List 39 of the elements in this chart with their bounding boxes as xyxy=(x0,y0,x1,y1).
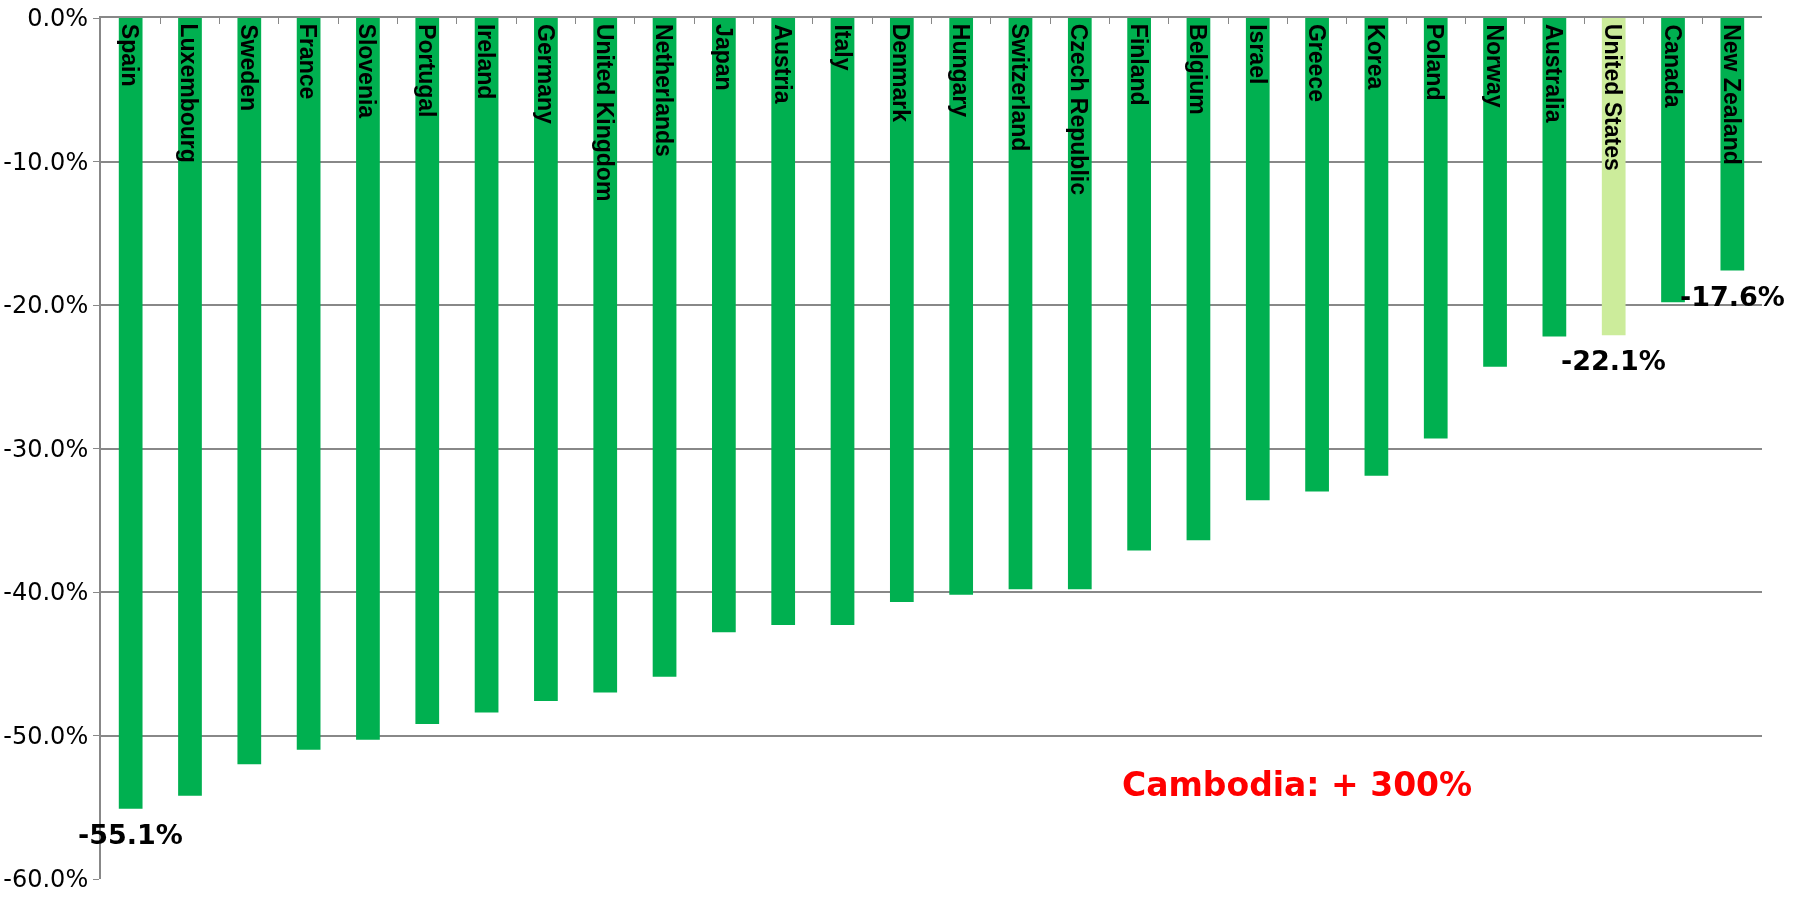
x-tick-label: New Zealand xyxy=(1718,24,1745,165)
x-tick-label: Switzerland xyxy=(1007,23,1034,152)
y-tick-label: 0.0% xyxy=(27,4,89,33)
x-tick-label: Greece xyxy=(1304,23,1331,102)
x-tick-label: Finland xyxy=(1126,23,1153,106)
data-label: -17.6% xyxy=(1680,281,1785,312)
x-tick-label: Ireland xyxy=(473,23,500,100)
x-tick-label: Norway xyxy=(1481,24,1508,108)
x-tick-label: Slovenia xyxy=(354,23,381,119)
x-tick-label: Spain xyxy=(117,23,144,87)
y-tick-label: -30.0% xyxy=(3,434,89,463)
y-tick-label: -50.0% xyxy=(3,721,89,750)
x-tick-label: Germany xyxy=(532,24,559,125)
x-tick-label: Australia xyxy=(1540,24,1567,123)
x-tick-label: Japan xyxy=(710,24,737,91)
y-tick-label: -20.0% xyxy=(3,291,89,320)
data-label: -55.1% xyxy=(78,819,183,850)
x-tick-label: Austria xyxy=(769,24,796,104)
x-tick-label: Italy xyxy=(829,24,856,71)
x-tick-label: Belgium xyxy=(1184,24,1211,115)
x-tick-label: Israel xyxy=(1244,24,1271,85)
x-tick-label: Luxembourg xyxy=(176,23,203,163)
x-tick-label: Denmark xyxy=(888,23,915,123)
x-tick-label: Sweden xyxy=(235,24,262,112)
x-tick-label: Korea xyxy=(1362,24,1389,90)
y-tick-label: -10.0% xyxy=(3,147,89,176)
x-tick-label: Poland xyxy=(1422,23,1449,101)
x-tick-label: France xyxy=(295,23,322,100)
annotation: Cambodia: + 300% xyxy=(1122,765,1473,804)
y-tick-label: -40.0% xyxy=(3,578,89,607)
y-tick-label: -60.0% xyxy=(3,865,89,894)
x-tick-label: Canada xyxy=(1659,24,1686,108)
x-tick-label: United Kingdom xyxy=(592,23,619,202)
x-tick-label: United States xyxy=(1600,23,1627,171)
x-tick-label: Czech Republic xyxy=(1066,23,1093,196)
data-label: -22.1% xyxy=(1561,345,1666,376)
x-tick-label: Portugal xyxy=(413,24,440,118)
x-tick-label: Netherlands xyxy=(651,23,678,157)
x-tick-label: Hungary xyxy=(948,23,975,118)
